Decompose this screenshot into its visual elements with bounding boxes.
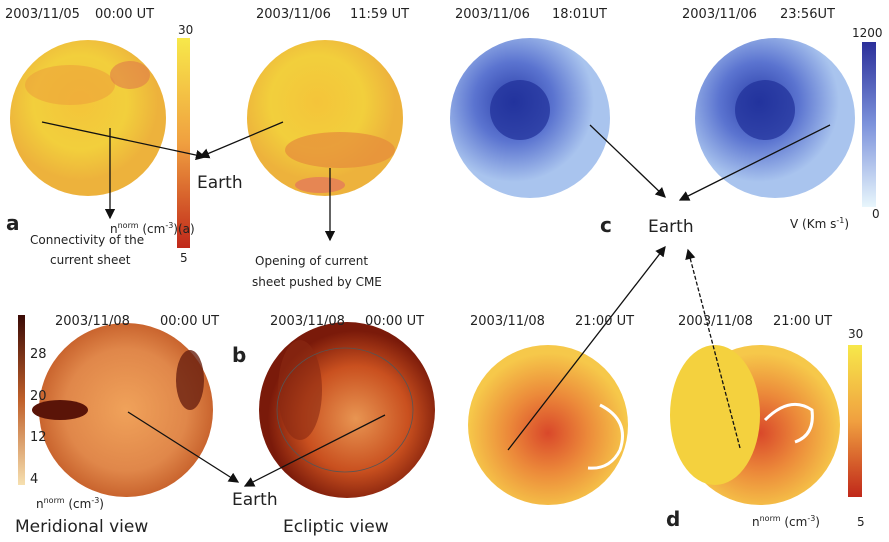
colorbar-max: 30 — [178, 23, 193, 37]
superscript: norm — [760, 514, 781, 523]
time: 18:01UT — [552, 7, 607, 22]
annotation: Opening of current — [255, 254, 368, 268]
superscript: norm — [44, 496, 65, 505]
date: 2003/11/08 — [55, 314, 130, 329]
map-images — [10, 38, 855, 505]
unit: (cm — [139, 222, 166, 236]
date: 2003/11/05 — [5, 7, 80, 22]
time: 21:00 UT — [575, 314, 634, 329]
exponent: -3 — [91, 496, 99, 505]
date: 2003/11/08 — [270, 314, 345, 329]
view-label: Meridional view — [15, 517, 148, 537]
annotation: sheet pushed by CME — [252, 275, 382, 289]
colorbar-min: 0 — [872, 207, 880, 221]
date: 2003/11/08 — [678, 314, 753, 329]
unit-label: nnorm (cm-3)(a) — [110, 221, 195, 236]
panel-letter: a — [6, 211, 20, 235]
time: 11:59 UT — [350, 7, 409, 22]
earth-label: Earth — [648, 217, 694, 237]
time: 00:00 UT — [365, 314, 424, 329]
arrows — [41, 121, 831, 487]
colorbar — [18, 315, 25, 485]
earth-label: Earth — [197, 173, 243, 193]
unit-label: nnorm (cm-3) — [752, 514, 820, 529]
date: 2003/11/06 — [455, 7, 530, 22]
colorbar — [177, 38, 190, 248]
symbol: n — [36, 497, 44, 511]
annotation: current sheet — [50, 253, 131, 267]
panel-letter: b — [232, 343, 246, 367]
panel-letter: c — [600, 213, 612, 237]
date: 2003/11/06 — [256, 7, 331, 22]
symbol: n — [752, 515, 760, 529]
suffix: ) — [99, 497, 104, 511]
earth-label: Earth — [232, 490, 278, 510]
unit: (cm — [65, 497, 92, 511]
suffix: ) — [815, 515, 820, 529]
superscript: norm — [118, 221, 139, 230]
symbol: n — [110, 222, 118, 236]
panel-letter: d — [666, 507, 680, 531]
unit: (cm — [781, 515, 808, 529]
colorbar-min: 5 — [857, 515, 865, 529]
exponent: -1 — [836, 216, 844, 225]
exponent: -3 — [807, 514, 815, 523]
date: 2003/11/06 — [682, 7, 757, 22]
colorbar — [848, 345, 862, 497]
unit-label: nnorm (cm-3) — [36, 496, 104, 511]
time: 21:00 UT — [773, 314, 832, 329]
time: 23:56UT — [780, 7, 835, 22]
annotation: Connectivity of the — [30, 233, 144, 247]
symbol: V (Km s — [790, 217, 836, 231]
colorbar-max: 30 — [848, 327, 863, 341]
date: 2003/11/08 — [470, 314, 545, 329]
colorbar-tick: 12 — [30, 430, 47, 445]
suffix: )(a) — [173, 222, 194, 236]
unit-label: V (Km s-1) — [790, 216, 849, 231]
view-label: Ecliptic view — [283, 517, 389, 537]
colorbar-max: 1200 — [852, 26, 883, 40]
colorbar-tick: 20 — [30, 389, 47, 404]
exponent: -3 — [165, 221, 173, 230]
time: 00:00 UT — [160, 314, 219, 329]
suffix: ) — [844, 217, 849, 231]
time: 00:00 UT — [95, 7, 154, 22]
colorbar-tick: 4 — [30, 472, 38, 487]
colorbar-min: 5 — [180, 251, 188, 265]
colorbar — [862, 42, 876, 207]
colorbar-tick: 28 — [30, 347, 47, 362]
